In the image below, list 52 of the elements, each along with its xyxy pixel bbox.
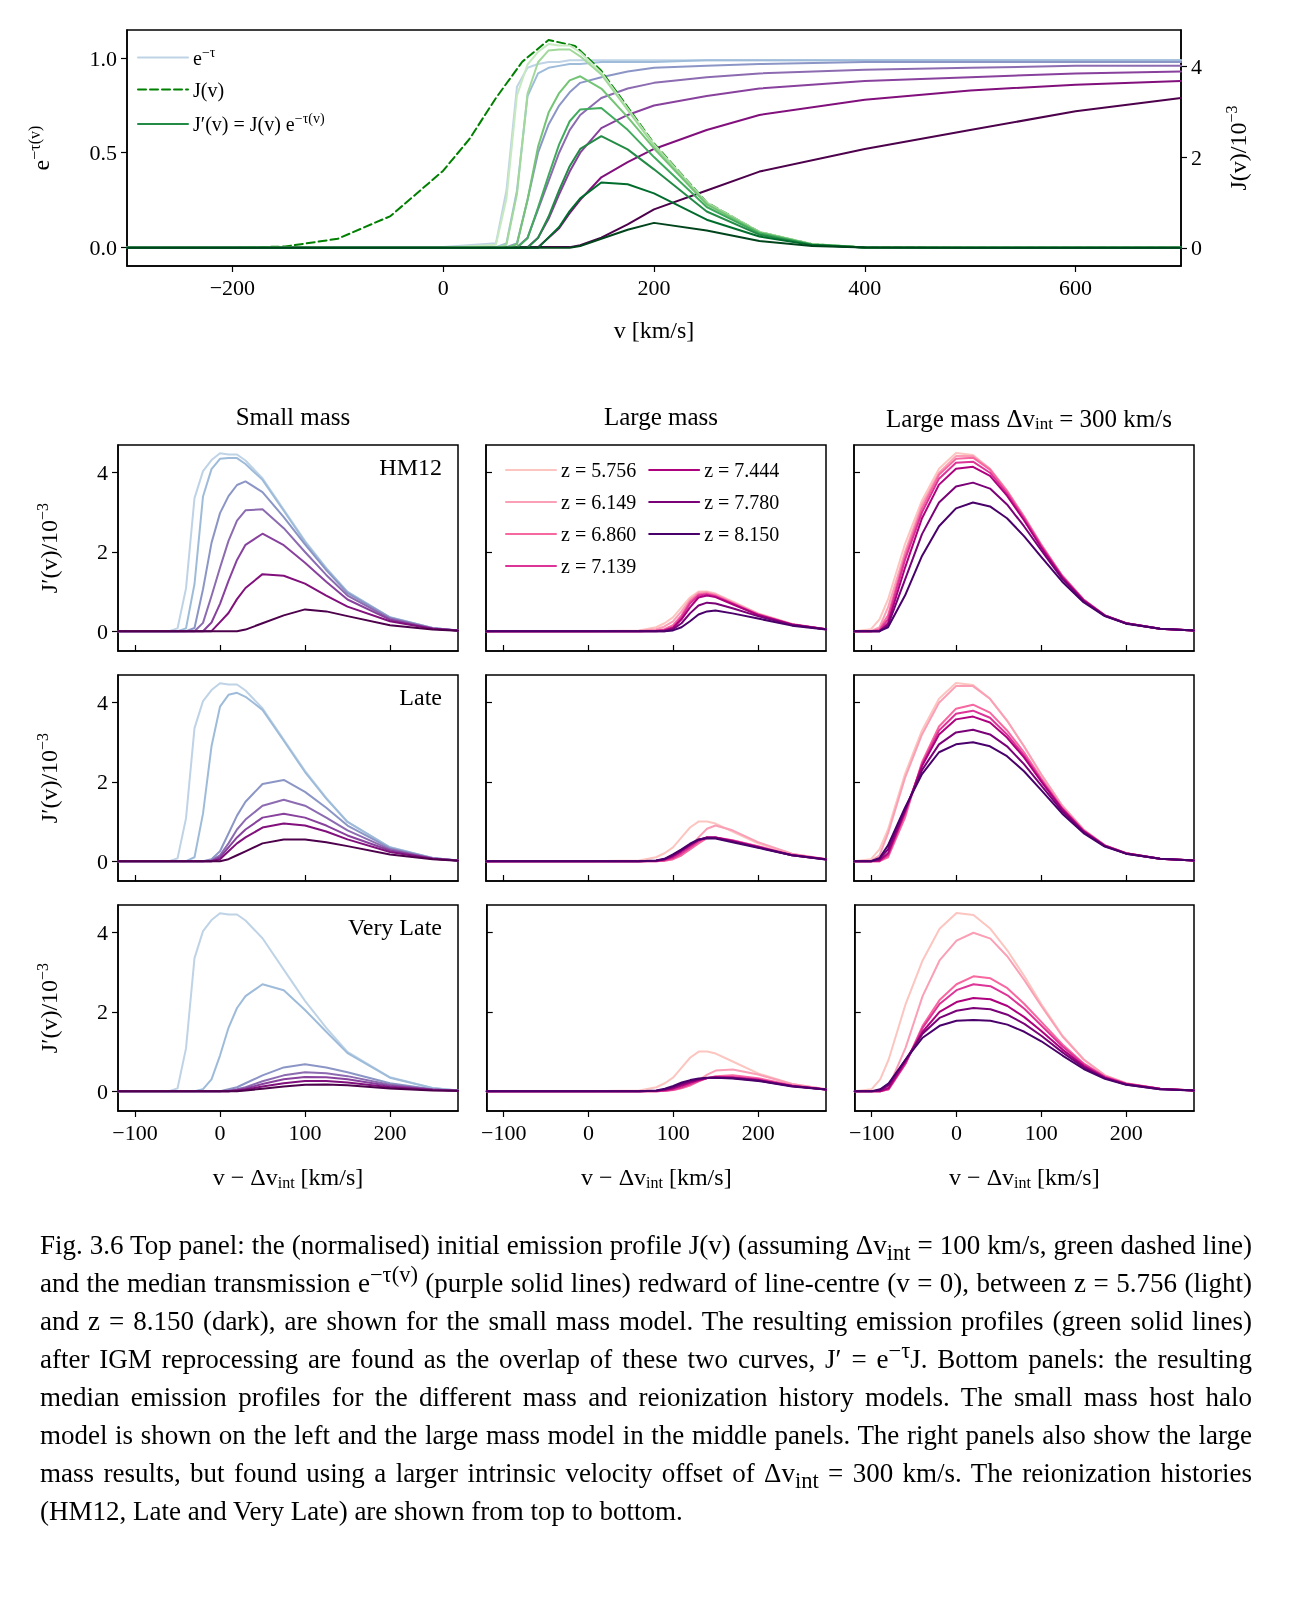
x-tick-label: 0 [214, 1119, 226, 1145]
x-tick-label: 0 [437, 274, 449, 300]
y-axis-title: J′(v)/10−3 [33, 502, 62, 594]
annotation: Very Late [348, 914, 442, 940]
y-tick-label: 0.5 [89, 140, 117, 166]
x-axis-title: v [km/s] [613, 317, 695, 343]
text: Fig. 3.6 Top panel: the (normalised) initial emission profile J(v) (assuming Δv$_{int}$ = 100 km/s, green dashed line) and the median transmission e$^{−τ(v)}$ (purple solid lines) redward of line-centre (v = 0), between z = 5.756 (light) and z = 8.150 (dark), are shown for the small mass model. The resulting emission profiles (green solid lines) after IGM reprocessing are found as the overlap of these two curves, J′ = e$^{−τ}$J. Bottom panels: the resulting median emission profiles for the different mass and reionization history models. The small mass host halo model is shown on the left and the large mass model in the middle panels. The right panels also show the large mass results, but found using a larger intrinsic velocity offset of Δv$_{int}$ = 300 km/s. The reionization histories (HM12, Late and Very Late) are shown from top to bottom. [40, 1230, 1253, 1526]
x-tick-label: 200 [637, 274, 671, 300]
y-tick-label: 4 [97, 690, 108, 716]
y-tick-label: 4 [97, 920, 108, 946]
x-tick-label: 200 [373, 1119, 407, 1145]
y-tick-label: 0.0 [89, 234, 117, 260]
y-axis-title: e−τ(v) [25, 125, 54, 171]
x-tick-label: 400 [848, 274, 882, 300]
y-tick-label: 4 [97, 460, 108, 486]
x-tick-label: −100 [112, 1119, 158, 1145]
x-tick-label: −100 [480, 1119, 527, 1145]
annotation: Late [399, 684, 443, 710]
x-tick-label: 100 [288, 1119, 322, 1145]
x-tick-label: 100 [1024, 1119, 1058, 1145]
y-axis-title: J′(v)/10−3 [33, 962, 62, 1054]
annotation: HM12 [379, 454, 442, 480]
legend-label: z = 8.150 [704, 523, 780, 545]
chart-title: Large mass [603, 403, 719, 430]
y2-tick-label: 2 [1191, 144, 1202, 170]
x-tick-label: 600 [1059, 274, 1093, 300]
legend-label: z = 5.756 [561, 459, 637, 481]
x-tick-label: −200 [209, 274, 256, 300]
x-tick-label: 200 [741, 1119, 775, 1145]
y-tick-label: 2 [97, 539, 108, 565]
x-tick-label: 200 [1109, 1119, 1143, 1145]
legend-label: z = 6.149 [561, 491, 637, 513]
x-tick-label: 0 [583, 1119, 595, 1145]
x-tick-label: 0 [951, 1119, 963, 1145]
legend-label: J(v) [193, 78, 225, 102]
y-tick-label: 1.0 [89, 45, 117, 71]
y-tick-label: 0 [97, 618, 108, 644]
y-tick-label: 2 [97, 769, 108, 795]
legend-label: z = 7.444 [704, 459, 780, 481]
legend-label: z = 6.860 [561, 523, 637, 545]
y-tick-label: 0 [97, 1078, 108, 1104]
legend-label: z = 7.139 [561, 555, 637, 577]
y2-tick-label: 0 [1191, 235, 1202, 261]
y-tick-label: 2 [97, 999, 108, 1025]
y2-tick-label: 4 [1191, 53, 1202, 79]
y-tick-label: 0 [97, 848, 108, 874]
x-tick-label: −100 [848, 1119, 895, 1145]
y2-axis-title: J(v)/10−3 [1222, 105, 1251, 191]
legend-label: z = 7.780 [704, 491, 780, 513]
y-axis-title: J′(v)/10−3 [33, 732, 62, 824]
x-tick-label: 100 [656, 1119, 690, 1145]
chart-title: Small mass [235, 403, 351, 430]
